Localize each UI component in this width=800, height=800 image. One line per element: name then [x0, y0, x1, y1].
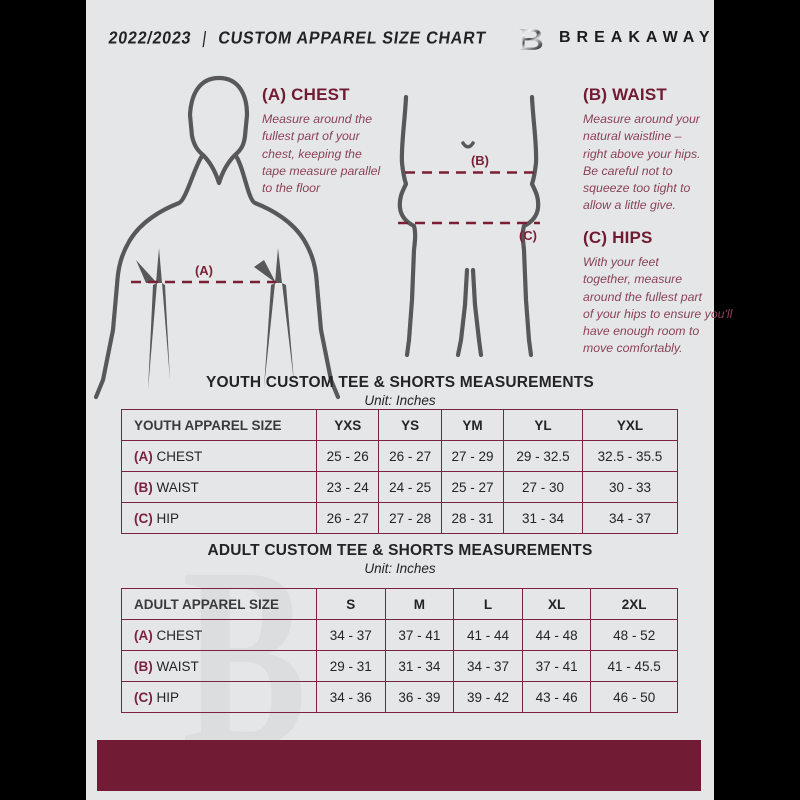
svg-text:(C): (C) [519, 228, 537, 243]
svg-text:(A): (A) [195, 263, 213, 278]
